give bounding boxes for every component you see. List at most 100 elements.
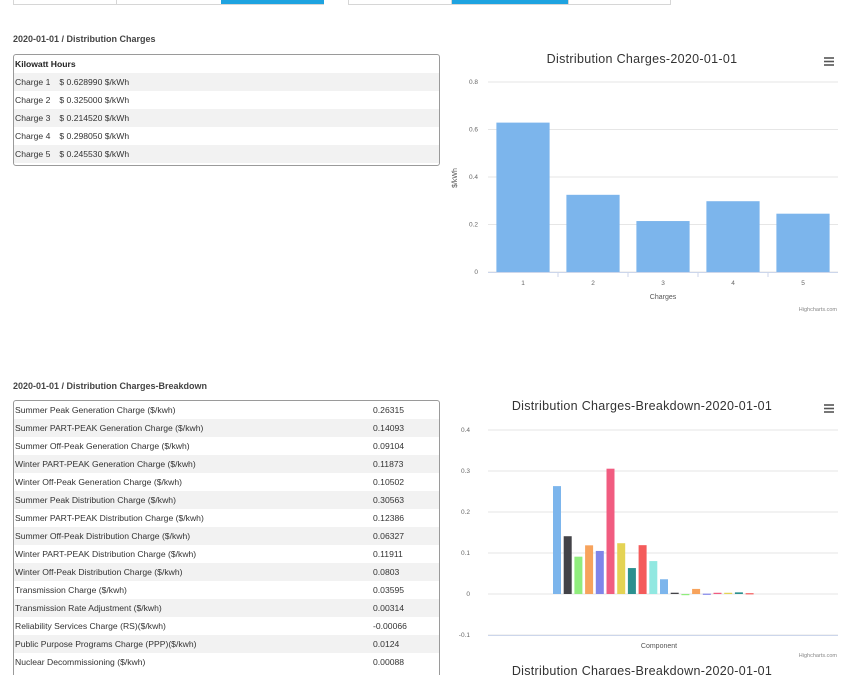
table-row: Summer Off-Peak Generation Charge ($/kwh… bbox=[14, 437, 439, 455]
bar[interactable] bbox=[595, 550, 604, 594]
component-label: Transmission Rate Adjustment ($/kwh) bbox=[15, 603, 162, 613]
charge-label: Charge 2 bbox=[15, 95, 51, 105]
table-row: Transmission Charge ($/kwh) 0.03595 bbox=[14, 581, 439, 599]
left-tab-group bbox=[13, 0, 324, 5]
bar[interactable] bbox=[681, 594, 690, 596]
component-value: 0.03595 bbox=[373, 585, 405, 595]
distribution-charges-chart-svg: Distribution Charges-2020-01-01 0 0.2 0.4 0… bbox=[452, 52, 838, 313]
breakdown-chart: Distribution Charges-Breakdown-2020-01-0… bbox=[440, 392, 845, 662]
x-tick-label: 3 bbox=[661, 280, 665, 287]
component-value: 0.0803 bbox=[373, 567, 400, 577]
chart-credits[interactable]: Highcharts.com bbox=[799, 653, 838, 659]
bar[interactable] bbox=[724, 592, 733, 594]
bar[interactable] bbox=[734, 592, 743, 594]
bar[interactable] bbox=[745, 593, 754, 595]
right-tab-1[interactable] bbox=[349, 0, 452, 4]
table-row: Summer PART-PEAK Generation Charge ($/kw… bbox=[14, 419, 439, 437]
component-label: Winter PART-PEAK Generation Charge ($/kw… bbox=[15, 459, 196, 469]
y-axis-title: $/kWh bbox=[452, 168, 459, 188]
table-row: Charge 1 $ 0.628990 $/kWh bbox=[14, 73, 439, 91]
component-label: Reliability Services Charge (RS)($/kwh) bbox=[15, 621, 166, 631]
bar[interactable] bbox=[627, 568, 636, 594]
section1-title: 2020-01-01 / Distribution Charges bbox=[13, 34, 156, 44]
component-value: 0.11873 bbox=[373, 459, 404, 469]
table-row: Charge 3 $ 0.214520 $/kWh bbox=[14, 109, 439, 127]
component-label: Summer Off-Peak Generation Charge ($/kwh… bbox=[15, 441, 190, 451]
section2-title: 2020-01-01 / Distribution Charges-Breakd… bbox=[13, 381, 208, 391]
right-tab-2-active[interactable] bbox=[452, 0, 568, 4]
component-value: 0.30563 bbox=[373, 495, 405, 505]
right-tab-3[interactable] bbox=[568, 0, 671, 4]
component-label: Winter Off-Peak Generation Charge ($/kwh… bbox=[15, 477, 183, 487]
bar[interactable] bbox=[692, 588, 701, 594]
bar[interactable] bbox=[638, 545, 647, 594]
bar[interactable] bbox=[585, 545, 594, 594]
breakdown-chart-2-svg: Distribution Charges-Breakdown-2020-01-0… bbox=[512, 664, 772, 675]
charge-value: $ 0.298050 $/kWh bbox=[59, 131, 130, 141]
chart-credits[interactable]: Highcharts.com bbox=[799, 307, 838, 313]
left-tab-1[interactable] bbox=[14, 0, 117, 4]
bar[interactable] bbox=[636, 221, 690, 272]
breakdown-chart-2: Distribution Charges-Breakdown-2020-01-0… bbox=[440, 660, 845, 675]
breakdown-table: Summer Peak Generation Charge ($/kwh) 0.2… bbox=[13, 400, 440, 675]
component-label: Nuclear Decommissioning ($/kwh) bbox=[15, 657, 146, 667]
bar[interactable] bbox=[706, 201, 760, 272]
table-row: Summer Off-Peak Distribution Charge ($/k… bbox=[14, 527, 439, 545]
y-tick-label: 0.2 bbox=[469, 222, 478, 229]
component-label: Public Purpose Programs Charge (PPP)($/k… bbox=[15, 639, 197, 649]
distribution-charges-table: Kilowatt Hours Charge 1 $ 0.628990 $/kWh C… bbox=[13, 54, 440, 166]
charge-value: $ 0.628990 $/kWh bbox=[59, 77, 130, 87]
component-value: 0.09104 bbox=[373, 441, 405, 451]
component-value: 0.12386 bbox=[373, 513, 405, 523]
component-value: 0.00088 bbox=[373, 657, 405, 667]
component-label: Summer Peak Generation Charge ($/kwh) bbox=[15, 405, 176, 415]
charge-label: Charge 5 bbox=[15, 149, 51, 159]
bar[interactable] bbox=[660, 579, 668, 594]
component-value: 0.10502 bbox=[373, 477, 405, 487]
bar[interactable] bbox=[553, 486, 561, 594]
table-row: Public Purpose Programs Charge (PPP)($/k… bbox=[14, 635, 439, 653]
component-value: 0.00314 bbox=[373, 603, 405, 613]
bar[interactable] bbox=[574, 556, 583, 594]
bar[interactable] bbox=[713, 592, 722, 594]
chart-title: Distribution Charges-2020-01-01 bbox=[547, 52, 738, 66]
chart-title: Distribution Charges-Breakdown-2020-01-0… bbox=[512, 664, 772, 675]
table-row: Winter PART-PEAK Generation Charge ($/kw… bbox=[14, 455, 439, 473]
breakdown-chart-svg: Distribution Charges-Breakdown-2020-01-0… bbox=[459, 399, 838, 659]
table-row: Summer Peak Distribution Charge ($/kwh) 0… bbox=[14, 491, 439, 509]
chart-menu-icon[interactable] bbox=[822, 402, 836, 414]
table-row: Summer Peak Generation Charge ($/kwh) 0.2… bbox=[14, 401, 439, 419]
bar[interactable] bbox=[776, 213, 830, 272]
y-tick-label: 0.6 bbox=[469, 127, 478, 134]
y-tick-label: 0.4 bbox=[461, 427, 470, 434]
table-row: Transmission Rate Adjustment ($/kwh) 0.00… bbox=[14, 599, 439, 617]
y-tick-label: 0 bbox=[474, 269, 478, 276]
bar[interactable] bbox=[496, 122, 550, 273]
x-tick-label: 2 bbox=[591, 280, 595, 287]
component-label: Winter PART-PEAK Distribution Charge ($/… bbox=[15, 549, 197, 559]
left-tab-2-active[interactable] bbox=[221, 0, 324, 4]
bar[interactable] bbox=[563, 536, 572, 594]
chart-title: Distribution Charges-Breakdown-2020-01-0… bbox=[512, 399, 772, 413]
bar[interactable] bbox=[670, 592, 679, 594]
table-row: Reliability Services Charge (RS)($/kwh) -… bbox=[14, 617, 439, 635]
component-value: 0.14093 bbox=[373, 423, 405, 433]
component-label: Summer PART-PEAK Generation Charge ($/kw… bbox=[15, 423, 204, 433]
table-row: Summer PART-PEAK Distribution Charge ($/… bbox=[14, 509, 439, 527]
table-row: Winter Off-Peak Generation Charge ($/kwh… bbox=[14, 473, 439, 491]
chart-menu-icon[interactable] bbox=[822, 55, 836, 67]
y-tick-label: 0.4 bbox=[469, 174, 478, 181]
charge-value: $ 0.245530 $/kWh bbox=[59, 149, 130, 159]
component-value: 0.06327 bbox=[373, 531, 405, 541]
bar[interactable] bbox=[702, 593, 711, 595]
component-label: Transmission Charge ($/kwh) bbox=[15, 585, 127, 595]
table-row: Nuclear Decommissioning ($/kwh) 0.00088 bbox=[14, 653, 439, 671]
bar[interactable] bbox=[617, 543, 626, 594]
bar[interactable] bbox=[566, 194, 620, 272]
component-label: Winter Off-Peak Distribution Charge ($/k… bbox=[15, 567, 183, 577]
x-tick-label: 1 bbox=[521, 280, 525, 287]
bar[interactable] bbox=[606, 468, 615, 594]
bar[interactable] bbox=[649, 561, 658, 594]
table-row: Charge 5 $ 0.245530 $/kWh bbox=[14, 145, 439, 163]
y-tick-label: 0.1 bbox=[461, 550, 470, 557]
